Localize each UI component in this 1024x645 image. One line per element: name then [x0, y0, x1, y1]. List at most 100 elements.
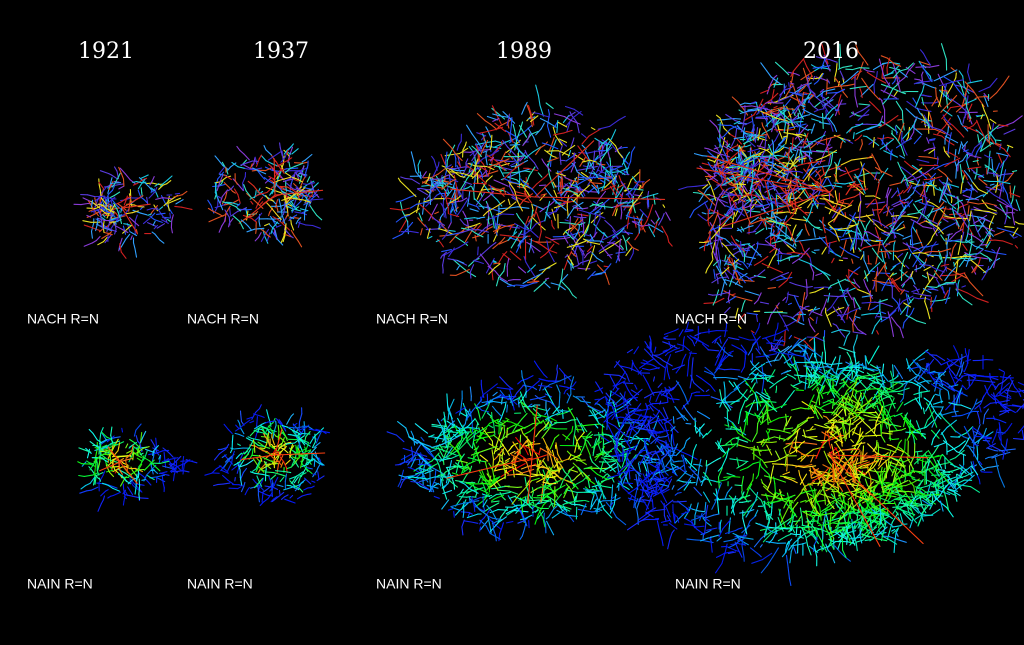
street-segment: [919, 298, 926, 299]
street-segment: [562, 177, 563, 189]
street-segment: [734, 119, 741, 120]
street-segment: [952, 196, 955, 197]
street-segment: [1007, 194, 1008, 199]
street-segment: [589, 215, 590, 222]
street-segment: [280, 143, 281, 148]
street-segment: [817, 151, 825, 152]
street-segment: [107, 200, 108, 206]
street-segment: [141, 188, 142, 193]
street-segment: [858, 207, 859, 211]
street-segment: [874, 85, 875, 94]
street-segment: [997, 153, 1001, 154]
street-segment: [862, 140, 863, 144]
street-segment: [826, 236, 827, 241]
street-segment: [483, 184, 486, 185]
street-segment: [971, 233, 972, 243]
street-segment: [862, 93, 863, 98]
street-segment: [791, 83, 794, 84]
street-segment: [824, 296, 832, 297]
street-segment: [898, 120, 902, 121]
street-segment: [760, 157, 770, 158]
street-segment: [647, 203, 648, 208]
street-segment: [473, 261, 477, 262]
street-segment: [782, 180, 789, 181]
street-segment: [316, 199, 323, 200]
street-segment: [441, 183, 447, 184]
street-segment: [957, 258, 964, 259]
figure: 1921 1937 1989 2016 NACH R=N NACH R=N NA…: [0, 0, 1024, 645]
street-segment: [867, 278, 868, 281]
street-segment: [748, 151, 752, 152]
street-segment: [573, 138, 574, 141]
street-segment: [744, 254, 745, 262]
street-segment: [510, 136, 511, 143]
street-segment: [124, 224, 128, 225]
street-segment: [440, 235, 448, 236]
street-segment: [967, 232, 968, 236]
street-segment: [995, 140, 1001, 141]
street-segment: [995, 140, 996, 143]
street-segment: [470, 272, 471, 278]
street-segment: [888, 255, 889, 258]
street-segment: [420, 172, 421, 178]
street-segment: [111, 183, 115, 184]
street-segment: [481, 217, 485, 218]
street-segment: [519, 234, 523, 235]
street-segment: [836, 64, 837, 71]
street-segment: [443, 265, 444, 270]
street-segment: [175, 193, 179, 194]
street-segment: [928, 111, 929, 122]
street-segment: [786, 227, 787, 237]
street-segment: [864, 172, 865, 182]
street-segment: [610, 158, 611, 164]
street-segment: [560, 223, 570, 224]
street-segment: [877, 72, 878, 77]
street-segment: [430, 194, 431, 205]
street-segment: [967, 96, 968, 102]
street-segment: [639, 223, 640, 233]
street-segment: [871, 271, 874, 272]
street-segment: [687, 186, 696, 187]
street-segment: [853, 324, 854, 332]
street-segment: [555, 239, 565, 240]
street-segment: [533, 283, 537, 284]
street-segment: [459, 173, 463, 174]
street-segment: [143, 182, 146, 183]
street-segment: [540, 185, 546, 186]
street-segment: [926, 200, 927, 207]
street-segment: [248, 169, 255, 170]
street-segment: [502, 214, 513, 215]
street-segment: [735, 261, 736, 269]
street-segment: [789, 83, 790, 87]
street-segment: [968, 168, 974, 169]
street-segment: [824, 166, 830, 167]
street-segment: [119, 184, 123, 185]
street-segment: [861, 87, 867, 88]
street-segment: [958, 251, 959, 255]
street-segment: [303, 184, 308, 185]
street-segment: [841, 144, 842, 148]
street-segment: [1000, 178, 1001, 182]
street-segment: [757, 199, 767, 200]
street-segment: [978, 80, 982, 81]
street-segment: [570, 217, 571, 228]
street-segment: [743, 182, 744, 189]
street-segment: [960, 164, 961, 169]
street-segment: [552, 221, 553, 226]
street-segment: [781, 122, 791, 123]
background: [0, 0, 1024, 645]
street-segment: [956, 73, 957, 78]
street-segment: [606, 146, 607, 151]
street-segment: [856, 230, 857, 241]
street-segment: [936, 255, 940, 256]
street-segment: [706, 194, 710, 195]
street-segment: [848, 186, 852, 187]
street-segment: [432, 178, 433, 185]
street-segment: [479, 150, 490, 151]
street-segment: [445, 155, 449, 156]
street-segment: [964, 260, 968, 261]
street-segment: [957, 288, 958, 292]
street-segment: [280, 186, 287, 187]
street-segment: [422, 186, 429, 187]
street-segment: [705, 148, 709, 149]
